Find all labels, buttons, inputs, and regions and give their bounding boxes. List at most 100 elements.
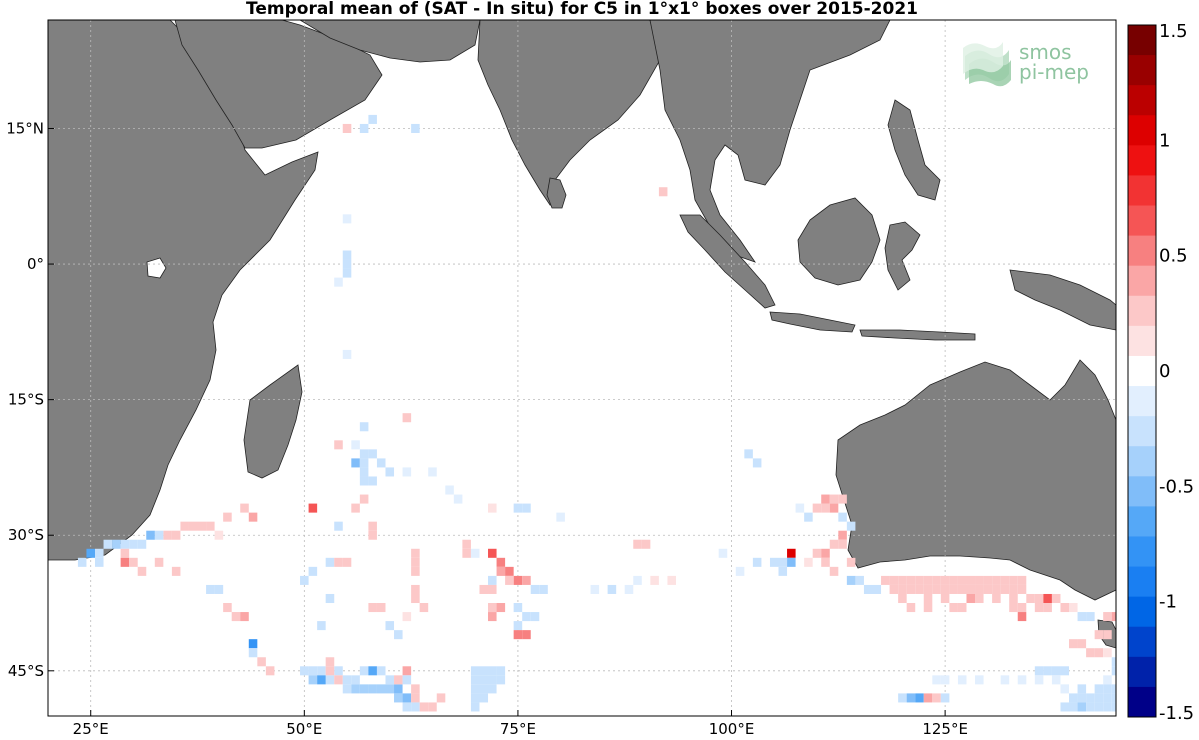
data-cell <box>300 666 309 676</box>
land-lesser-sunda <box>859 329 976 341</box>
data-cell <box>376 603 386 613</box>
data-cell <box>1060 603 1070 613</box>
land-borneo <box>797 197 881 286</box>
data-cell <box>1060 684 1070 694</box>
data-cell <box>120 539 130 549</box>
logo-line1: smos <box>1019 40 1072 64</box>
data-cell <box>385 467 395 477</box>
data-cell <box>1034 593 1044 604</box>
data-cell <box>863 584 873 594</box>
data-cell <box>351 503 360 513</box>
data-cell <box>470 548 480 558</box>
data-cell <box>1094 693 1104 703</box>
land-java <box>769 311 856 333</box>
data-cell <box>975 584 984 594</box>
data-cell <box>906 693 916 703</box>
data-cell <box>334 277 343 287</box>
data-cell <box>975 575 984 585</box>
data-cell <box>308 666 318 676</box>
data-cell <box>325 593 335 604</box>
data-cell <box>488 548 497 558</box>
data-cell <box>1077 639 1087 649</box>
colorbar-segment <box>1128 656 1156 688</box>
data-cell <box>530 612 540 622</box>
data-cell <box>488 675 497 685</box>
data-cell <box>411 593 420 604</box>
data-cell <box>163 530 172 540</box>
data-cell <box>342 349 352 359</box>
data-cell <box>411 584 420 594</box>
colorbar-segment <box>1128 235 1156 267</box>
data-cell <box>342 684 352 694</box>
data-cell <box>342 250 352 260</box>
data-cell <box>240 612 249 622</box>
colorbar-segment <box>1128 355 1156 387</box>
data-cell <box>1086 693 1095 703</box>
data-cell <box>419 603 429 613</box>
y-tick-label: 15°S <box>8 391 44 409</box>
data-cell <box>342 268 352 278</box>
data-cell <box>248 639 258 649</box>
data-cell <box>812 548 822 558</box>
data-cell <box>513 603 523 613</box>
data-cell <box>846 521 856 531</box>
data-cell <box>154 530 164 540</box>
data-cell <box>223 603 232 613</box>
data-cell <box>1111 657 1116 667</box>
data-cell <box>906 575 916 585</box>
data-cell <box>376 684 386 694</box>
data-cell <box>889 575 899 585</box>
data-cell <box>1017 603 1027 613</box>
smos-pimep-logo: smos pi-mep <box>963 38 1103 88</box>
data-cell <box>923 593 933 604</box>
data-cell <box>940 575 950 585</box>
data-cell <box>411 548 420 558</box>
data-cell <box>949 603 958 613</box>
colorbar-segment <box>1128 85 1156 116</box>
data-cell <box>966 584 976 594</box>
colorbar-tick-label: 1 <box>1159 130 1170 151</box>
data-cell <box>86 548 95 558</box>
data-cell <box>368 666 377 676</box>
data-cell <box>368 114 377 124</box>
data-cell <box>129 557 138 567</box>
data-cell <box>368 684 377 694</box>
data-cell <box>317 666 326 676</box>
data-cell <box>667 575 676 585</box>
data-cell <box>488 666 497 676</box>
data-cell <box>872 584 882 594</box>
data-cell <box>821 503 830 513</box>
colorbar-segment <box>1128 325 1156 357</box>
colorbar-segment <box>1128 416 1156 447</box>
data-cell <box>453 494 463 504</box>
data-cell <box>146 530 155 540</box>
data-cell <box>1111 702 1116 712</box>
data-cell <box>1034 603 1044 613</box>
land-sumatra <box>679 214 776 309</box>
data-cell <box>248 512 258 522</box>
data-cell <box>898 575 907 585</box>
data-cell <box>359 422 369 432</box>
data-cell <box>769 557 779 567</box>
data-cell <box>479 666 489 676</box>
data-cell <box>334 557 343 567</box>
data-cell <box>778 566 788 576</box>
data-cell <box>188 521 198 531</box>
y-tick-label: 45°S <box>8 662 44 680</box>
data-cell <box>402 666 412 676</box>
data-cell <box>1009 593 1018 604</box>
colorbar-tick-label: 0.5 <box>1159 246 1188 267</box>
data-cell <box>470 702 480 712</box>
data-cell <box>1103 675 1112 685</box>
data-cell <box>359 467 369 477</box>
data-cell <box>402 413 412 423</box>
data-cell <box>436 693 446 703</box>
colorbar-tick-label: -1.5 <box>1159 703 1194 724</box>
data-cell <box>744 449 753 459</box>
data-cell <box>394 693 403 703</box>
data-cell <box>419 702 429 712</box>
colorbar-segment <box>1128 626 1156 658</box>
land-iran <box>299 20 481 63</box>
colorbar-segment <box>1128 536 1156 568</box>
data-cell <box>949 575 958 585</box>
